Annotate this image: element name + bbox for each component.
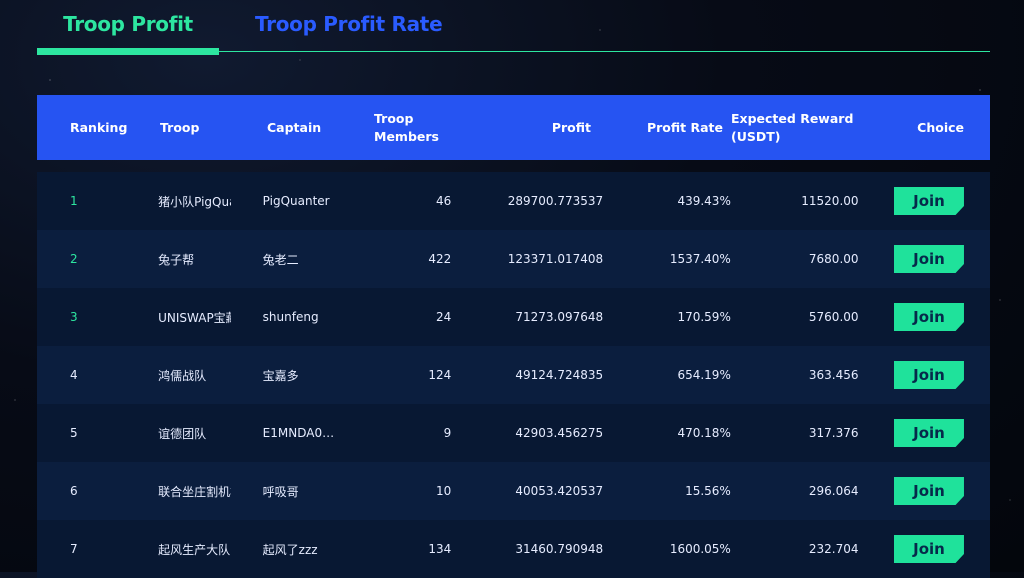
ranking-table: Ranking Troop Captain Troop Members Prof…: [37, 95, 990, 578]
profit-rate-cell: 1600.05%: [669, 542, 731, 556]
profit-cell: 71273.097648: [515, 310, 604, 324]
header-expected-reward: Expected Reward (USDT): [731, 110, 854, 144]
members-cell: 9: [443, 426, 452, 440]
rank-cell: 3: [70, 310, 78, 324]
profit-cell: 40053.420537: [515, 484, 604, 498]
members-cell: 124: [428, 368, 452, 382]
troop-cell: 兔子帮: [158, 252, 195, 267]
expected-reward-cell: 317.376: [808, 426, 859, 440]
header-troop-members: Troop Members: [374, 110, 439, 144]
table-header: Ranking Troop Captain Troop Members Prof…: [37, 95, 990, 160]
table-row: 6 联合坐庄割机构 呼吸哥 10 40053.420537 15.56% 296.064 Jo…: [37, 462, 990, 520]
profit-rate-cell: 15.56%: [685, 484, 731, 498]
profit-cell: 49124.724835: [515, 368, 604, 382]
table-row: 4 鸿儒战队 宝嘉多 124 49124.724835 654.19% 363.456 Joi…: [37, 346, 990, 404]
members-cell: 24: [436, 310, 452, 324]
tab-bar: Troop Profit Troop Profit Rate: [37, 0, 443, 52]
choice-cell: Join: [859, 187, 990, 215]
rank-cell: 4: [70, 368, 78, 382]
join-button[interactable]: Join: [893, 303, 964, 331]
expected-reward-cell: 363.456: [808, 368, 859, 382]
header-ranking: Ranking: [70, 119, 128, 135]
table-row: 5 谊德团队 E1MNDA0KAAFwB1... 9 42903.456275 470.1…: [37, 404, 990, 462]
members-cell: 10: [436, 484, 452, 498]
header-profit-rate: Profit Rate: [646, 119, 723, 135]
rank-cell: 5: [70, 426, 78, 440]
captain-cell: 呼吸哥: [262, 484, 299, 499]
join-button[interactable]: Join: [893, 535, 964, 563]
captain-cell: 兔老二: [262, 252, 299, 267]
expected-reward-cell: 7680.00: [808, 252, 859, 266]
troop-cell: UNISWAP宝藏: [158, 310, 231, 325]
rank-cell: 2: [70, 252, 78, 266]
rank-cell: 6: [70, 484, 78, 498]
header-troop: Troop: [160, 119, 200, 135]
tab-troop-profit[interactable]: Troop Profit: [63, 12, 193, 36]
troop-cell: 鸿儒战队: [158, 368, 207, 383]
table-body: 1猪小队PigQuanterPigQuanter46289700.7735374…: [37, 172, 990, 578]
profit-cell: 31460.790948: [515, 542, 604, 556]
join-button[interactable]: Join: [893, 477, 964, 505]
profit-rate-cell: 1537.40%: [669, 252, 731, 266]
troop-cell: 联合坐庄割机构: [158, 484, 231, 499]
profit-rate-cell: 470.18%: [677, 426, 731, 440]
tab-troop-profit-rate[interactable]: Troop Profit Rate: [255, 12, 443, 36]
join-button[interactable]: Join: [893, 361, 964, 389]
profit-rate-cell: 439.43%: [677, 194, 731, 208]
members-cell: 46: [436, 194, 452, 208]
expected-reward-cell: 11520.00: [801, 194, 859, 208]
choice-cell: Join: [859, 303, 990, 331]
choice-cell: Join: [859, 245, 990, 273]
header-captain: Captain: [267, 119, 322, 135]
profit-rate-cell: 654.19%: [677, 368, 731, 382]
active-tab-indicator: [37, 48, 219, 55]
header-profit: Profit: [551, 119, 591, 135]
captain-cell: PigQuanter: [262, 194, 330, 208]
choice-cell: Join: [859, 419, 990, 447]
choice-cell: Join: [859, 477, 990, 505]
join-button[interactable]: Join: [893, 187, 964, 215]
profit-cell: 42903.456275: [515, 426, 604, 440]
troop-cell: 起风生产大队: [158, 542, 231, 557]
captain-cell: 宝嘉多: [262, 368, 299, 383]
choice-cell: Join: [859, 535, 990, 563]
table-row: 2 兔子帮 兔老二 422 123371.017408 1537.40% 7680.00 Jo…: [37, 230, 990, 288]
expected-reward-cell: 296.064: [808, 484, 859, 498]
tab-divider: [37, 51, 990, 52]
captain-cell: E1MNDA0KAAFwB1...: [262, 426, 336, 440]
expected-reward-cell: 5760.00: [808, 310, 859, 324]
captain-cell: 起风了zzz: [262, 542, 318, 557]
join-button[interactable]: Join: [893, 245, 964, 273]
join-button[interactable]: Join: [893, 419, 964, 447]
troop-cell: 猪小队PigQuanter: [158, 194, 231, 209]
members-cell: 422: [428, 252, 452, 266]
rank-cell: 1: [70, 194, 78, 208]
troop-cell: 谊德团队: [158, 426, 207, 441]
expected-reward-cell: 232.704: [808, 542, 859, 556]
table-row: 7 起风生产大队 起风了zzz 134 31460.790948 1600.05% 232.…: [37, 520, 990, 578]
profit-rate-cell: 170.59%: [677, 310, 731, 324]
rank-cell: 7: [70, 542, 78, 556]
profit-cell: 123371.017408: [507, 252, 604, 266]
table-row: 3 UNISWAP宝藏 shunfeng 24 71273.097648 170.59% 5…: [37, 288, 990, 346]
profit-cell: 289700.773537: [507, 194, 604, 208]
captain-cell: shunfeng: [262, 310, 319, 324]
choice-cell: Join: [859, 361, 990, 389]
members-cell: 134: [428, 542, 452, 556]
table-row: 1 猪小队PigQuanter PigQuanter 46 289700.773537 4…: [37, 172, 990, 230]
header-choice: Choice: [917, 119, 964, 135]
